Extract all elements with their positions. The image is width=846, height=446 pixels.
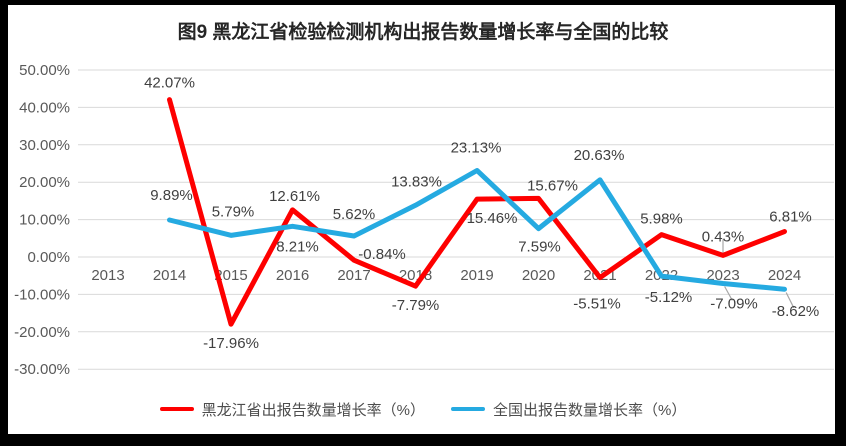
chart-title: 图9 黑龙江省检验检测机构出报告数量增长率与全国的比较 xyxy=(177,22,669,43)
label-leader-line xyxy=(785,292,795,309)
x-axis-label: 2015 xyxy=(214,267,247,284)
data-label: 6.81% xyxy=(769,209,812,226)
screenshot-black-border-right xyxy=(835,0,846,446)
x-axis-label: 2013 xyxy=(91,267,124,284)
legend-swatch-national-line xyxy=(451,406,485,412)
y-tick-label: -30.00% xyxy=(14,361,70,378)
y-tick-label: -10.00% xyxy=(14,286,70,303)
data-label: -5.12% xyxy=(645,289,693,306)
data-label: -7.09% xyxy=(710,296,758,313)
data-label: 20.63% xyxy=(574,147,625,164)
x-axis-label: 2016 xyxy=(276,267,309,284)
data-label: 23.13% xyxy=(451,139,502,156)
legend-item-heilongjiang: 黑龙江省出报告数量增长率（%） xyxy=(159,399,425,420)
data-label: 9.89% xyxy=(150,187,193,204)
screenshot-black-border-left xyxy=(0,0,8,446)
y-tick-label: 0.00% xyxy=(27,249,70,266)
series-line-1 xyxy=(167,167,787,292)
data-label: 5.79% xyxy=(212,203,255,220)
data-label: 15.46% xyxy=(467,210,518,227)
data-label: 7.59% xyxy=(518,239,561,256)
data-label: -17.96% xyxy=(203,335,259,352)
data-label: 15.67% xyxy=(527,177,578,194)
label-leader-line xyxy=(724,286,733,301)
x-axis-label: 2019 xyxy=(460,267,493,284)
data-label: 8.21% xyxy=(276,238,319,255)
data-label: 0.43% xyxy=(702,228,745,245)
y-tick-label: 40.00% xyxy=(19,99,70,116)
x-axis-label: 2014 xyxy=(153,267,186,284)
data-label: 5.98% xyxy=(640,211,683,228)
data-label: 42.07% xyxy=(144,75,195,92)
screenshot-black-border-top xyxy=(0,0,846,5)
screenshot-black-border-bottom xyxy=(0,434,846,446)
x-axis-label: 2020 xyxy=(522,267,555,284)
legend-label-heilongjiang: 黑龙江省出报告数量增长率（%） xyxy=(201,401,425,419)
y-tick-label: 30.00% xyxy=(19,137,70,154)
data-label: 12.61% xyxy=(269,188,320,205)
legend-swatch-heilongjiang-line xyxy=(159,406,194,412)
data-label: -7.79% xyxy=(392,297,440,314)
chart-legend: 黑龙江省出报告数量增长率（%） 全国出报告数量增长率（%） xyxy=(0,398,846,420)
y-tick-label: 50.00% xyxy=(19,62,70,79)
x-axis-label: 2024 xyxy=(768,267,801,284)
x-axis-label: 2017 xyxy=(337,267,370,284)
x-axis-label: 2023 xyxy=(706,267,739,284)
y-tick-label: 20.00% xyxy=(19,174,70,191)
y-tick-label: 10.00% xyxy=(19,212,70,229)
legend-item-national: 全国出报告数量增长率（%） xyxy=(451,399,686,420)
data-label: -5.51% xyxy=(573,296,621,313)
y-tick-label: -20.00% xyxy=(14,324,70,341)
legend-label-national: 全国出报告数量增长率（%） xyxy=(493,401,687,419)
data-label: -8.62% xyxy=(772,303,820,320)
data-label: 5.62% xyxy=(333,206,376,223)
series-line-0 xyxy=(167,97,787,327)
data-label: -0.84% xyxy=(358,246,406,263)
data-label: 13.83% xyxy=(391,173,442,190)
